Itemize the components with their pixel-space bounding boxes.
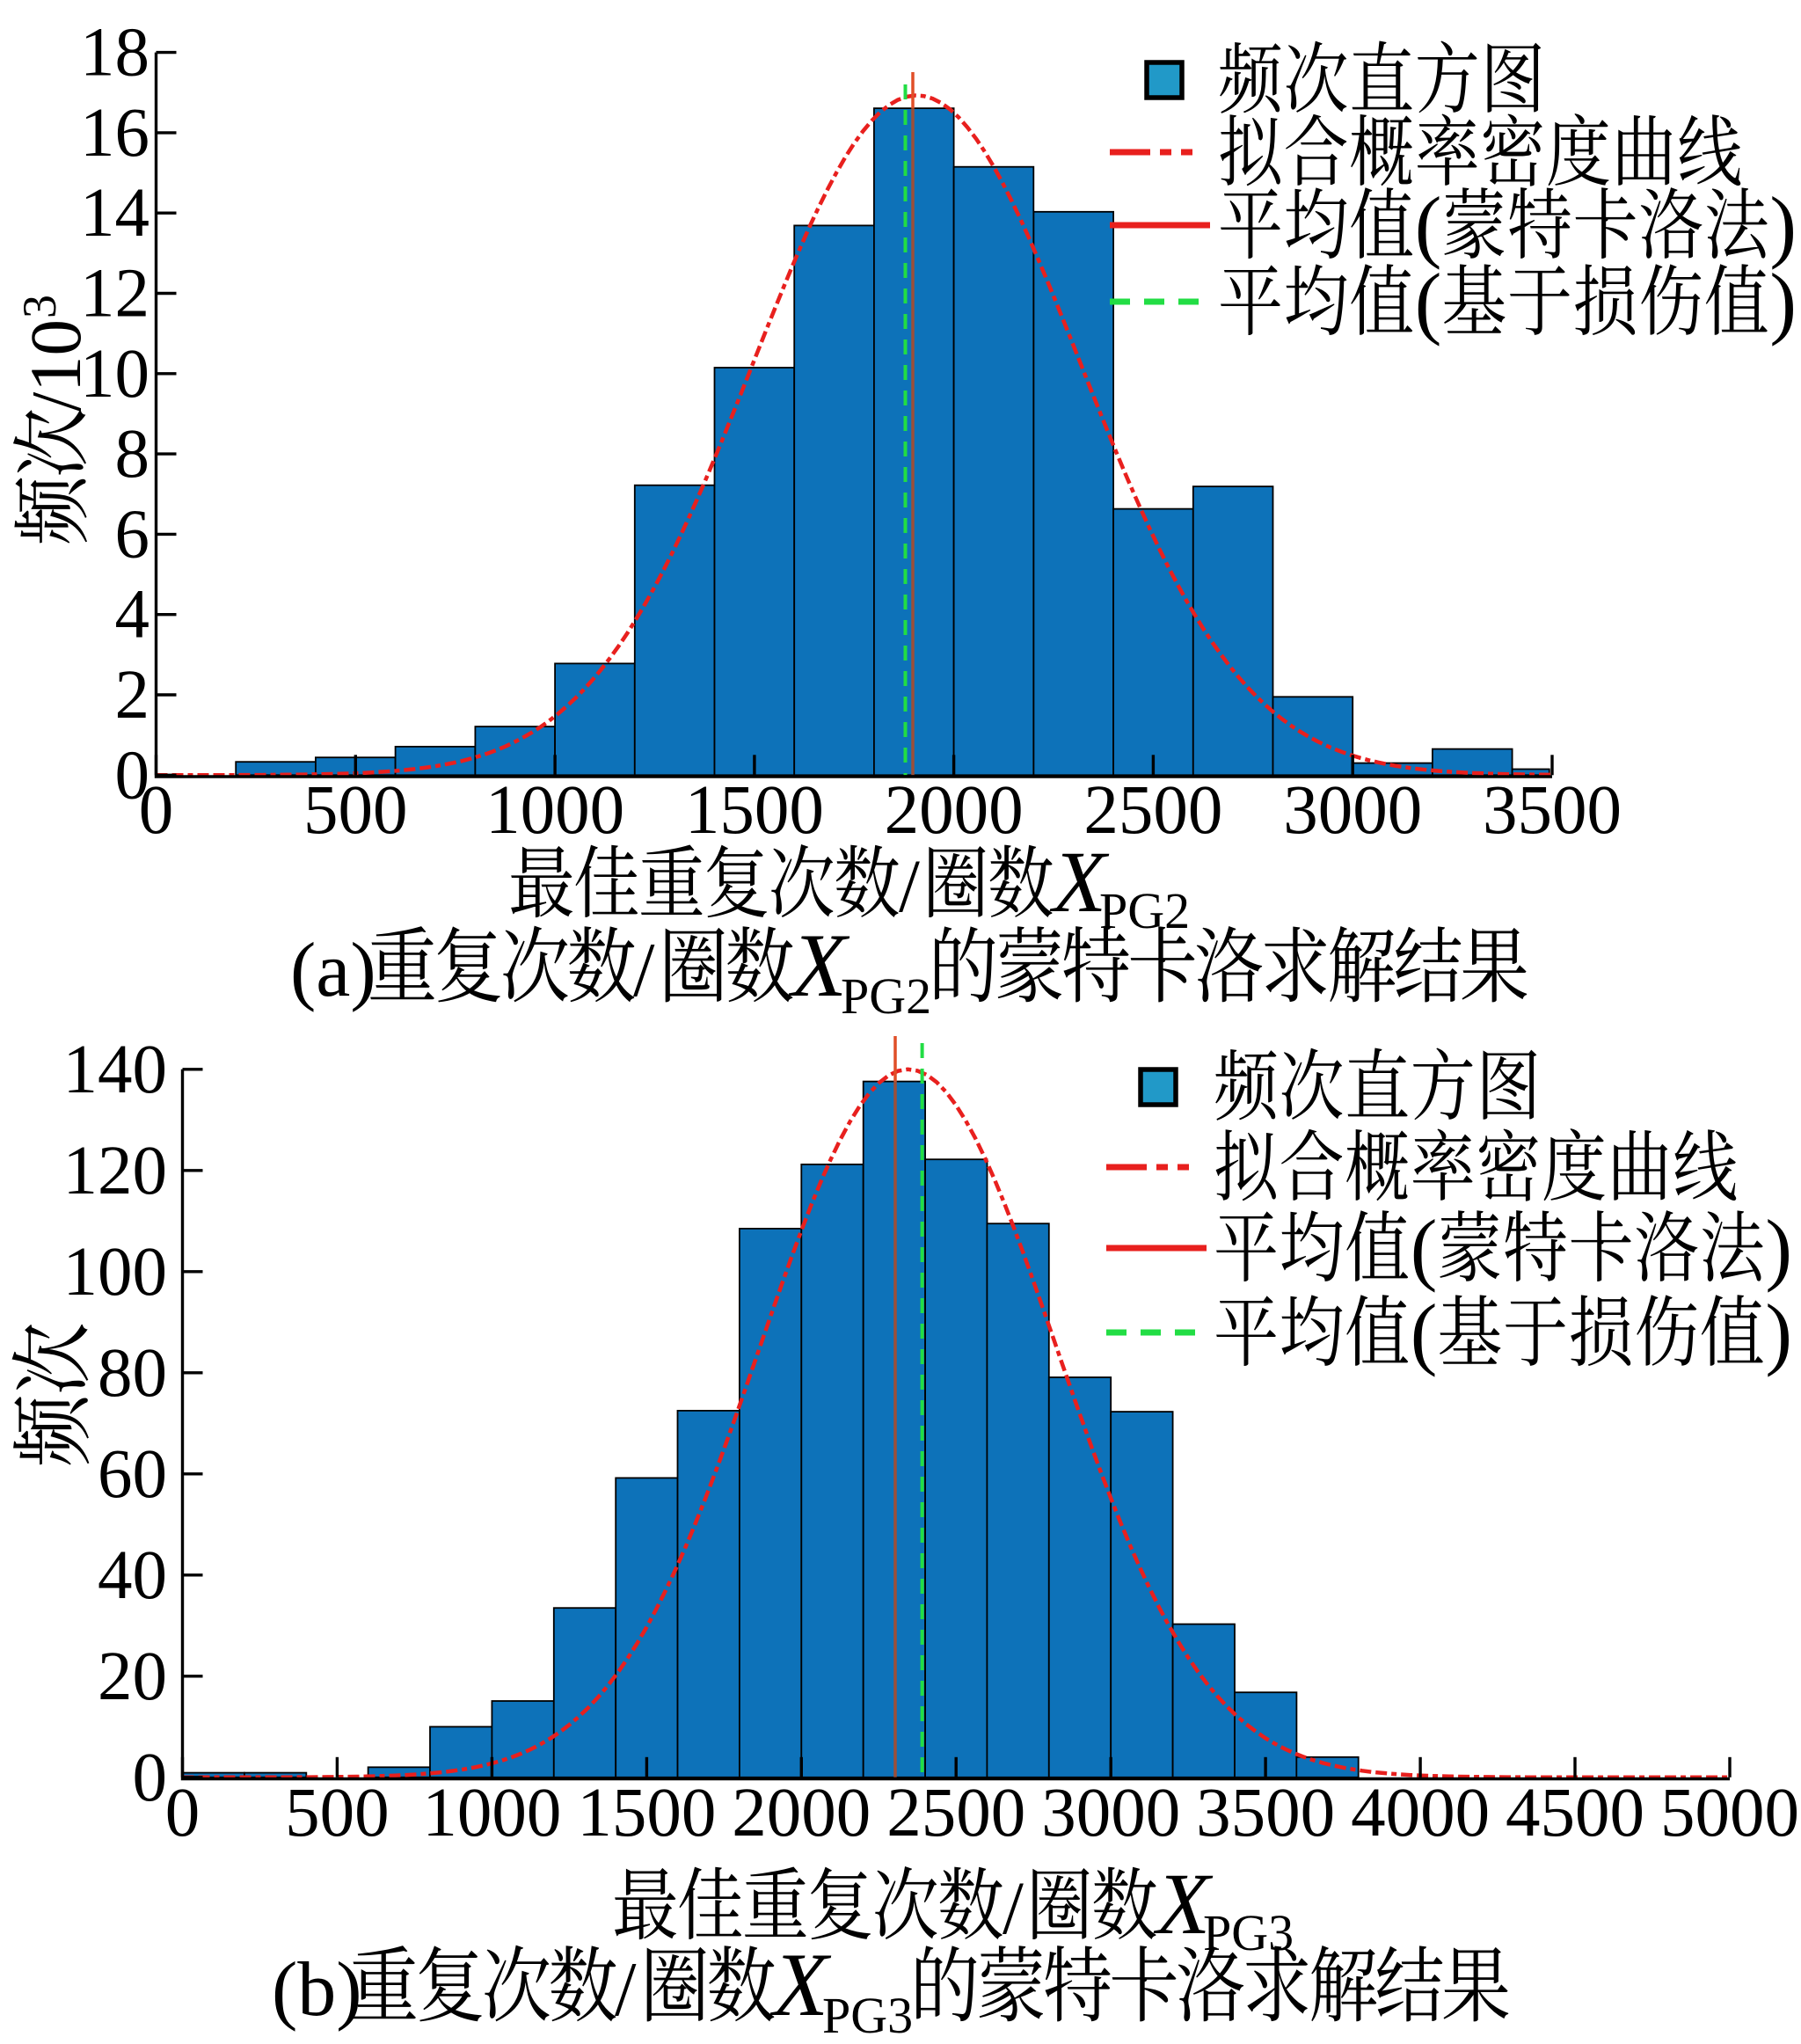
svg-text:2500: 2500 — [886, 1775, 1025, 1851]
svg-text:500: 500 — [303, 772, 408, 849]
svg-text:2500: 2500 — [1083, 772, 1222, 849]
svg-text:3000: 3000 — [1041, 1775, 1180, 1851]
svg-text:X: X — [1153, 1855, 1214, 1953]
svg-text:80: 80 — [98, 1335, 167, 1412]
svg-text:3: 3 — [13, 295, 66, 318]
svg-text:PG3: PG3 — [822, 1987, 913, 2040]
svg-text:140: 140 — [63, 1032, 168, 1108]
svg-text:2000: 2000 — [885, 772, 1024, 849]
svg-text:/: / — [18, 391, 96, 412]
svg-text:(: ( — [1415, 180, 1442, 270]
svg-text:PG2: PG2 — [1099, 882, 1190, 939]
svg-text:500: 500 — [285, 1775, 390, 1851]
svg-text:60: 60 — [98, 1436, 167, 1513]
svg-text:6: 6 — [115, 496, 150, 573]
svg-text:16: 16 — [80, 95, 149, 172]
svg-text:): ) — [1769, 180, 1797, 270]
svg-text:(: ( — [1411, 1288, 1438, 1377]
svg-text:12: 12 — [80, 256, 149, 332]
svg-text:5000: 5000 — [1660, 1775, 1799, 1851]
svg-text:0: 0 — [139, 772, 174, 849]
svg-text:0: 0 — [133, 1740, 168, 1816]
svg-text:3500: 3500 — [1196, 1775, 1335, 1851]
svg-text:X: X — [1049, 833, 1110, 931]
svg-text:PG3: PG3 — [1203, 1904, 1294, 1961]
svg-text:X: X — [788, 916, 850, 1016]
svg-text:4000: 4000 — [1351, 1775, 1490, 1851]
svg-text:8: 8 — [115, 416, 150, 493]
svg-text:/: / — [615, 1947, 637, 2033]
svg-text:(b): (b) — [272, 1947, 362, 2033]
svg-text:3500: 3500 — [1483, 772, 1622, 849]
svg-text:0: 0 — [165, 1775, 201, 1851]
svg-text:(: ( — [1415, 257, 1442, 347]
svg-text:20: 20 — [98, 1639, 167, 1715]
svg-text:10: 10 — [15, 319, 96, 392]
svg-text:X: X — [769, 1935, 832, 2035]
svg-text:/: / — [633, 928, 655, 1013]
svg-text:/: / — [1003, 1865, 1024, 1950]
svg-text:14: 14 — [80, 175, 149, 252]
svg-text:100: 100 — [63, 1234, 168, 1310]
svg-text:1000: 1000 — [485, 772, 624, 849]
svg-text:10: 10 — [80, 336, 149, 412]
svg-text:0: 0 — [115, 737, 150, 814]
svg-text:(: ( — [1411, 1203, 1438, 1293]
svg-text:2: 2 — [115, 657, 150, 734]
svg-text:(a): (a) — [290, 928, 376, 1013]
svg-text:): ) — [1765, 1288, 1792, 1377]
svg-text:120: 120 — [63, 1133, 168, 1209]
svg-text:18: 18 — [80, 15, 149, 91]
svg-text:PG2: PG2 — [841, 967, 931, 1025]
svg-text:1000: 1000 — [422, 1775, 561, 1851]
svg-text:2000: 2000 — [732, 1775, 871, 1851]
svg-text:4: 4 — [115, 577, 150, 653]
svg-text:/: / — [899, 843, 920, 928]
svg-text:): ) — [1765, 1203, 1792, 1293]
svg-text:4500: 4500 — [1506, 1775, 1644, 1851]
svg-text:40: 40 — [98, 1537, 167, 1614]
svg-text:3000: 3000 — [1283, 772, 1422, 849]
svg-text:1500: 1500 — [685, 772, 824, 849]
svg-text:1500: 1500 — [577, 1775, 716, 1851]
svg-text:): ) — [1769, 257, 1797, 347]
